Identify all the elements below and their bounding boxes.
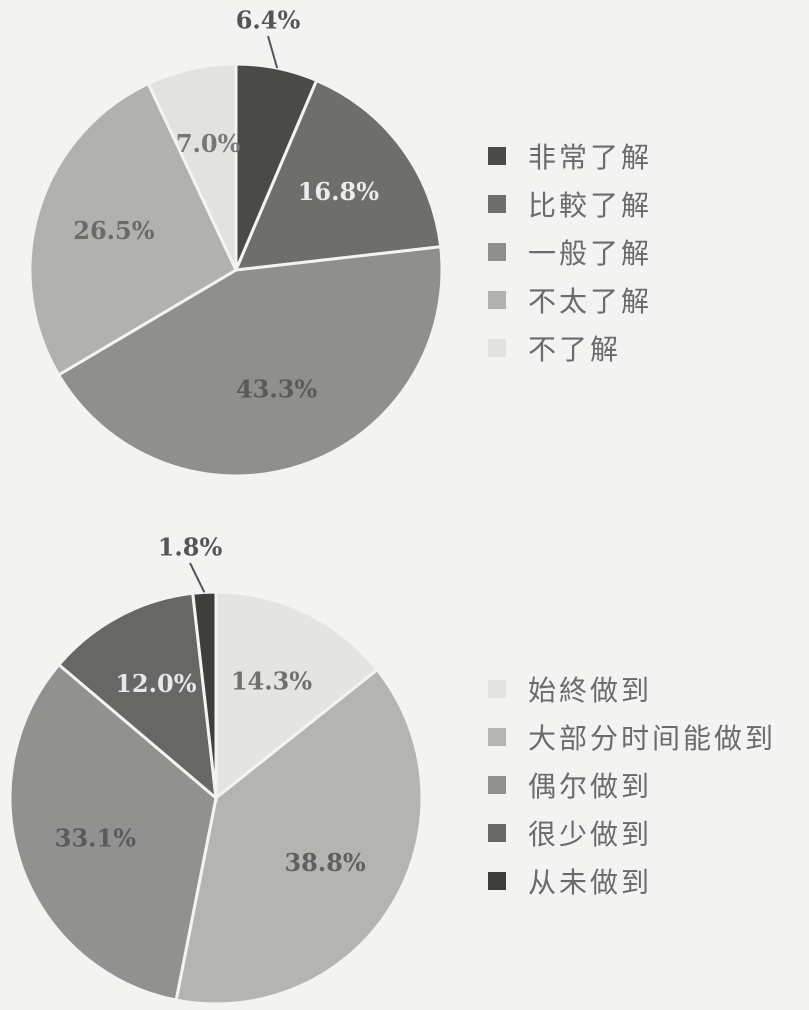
legend-swatch	[488, 291, 506, 309]
legend-label: 很少做到	[528, 818, 653, 851]
legend-swatch	[488, 195, 506, 213]
pie-chart-practice: 14.3% 38.8% 33.1% 12.0% 1.8% 始終做到 大部分时间能做到 偶…	[0, 505, 809, 1010]
slice-value-label: 26.5%	[73, 216, 154, 245]
legend-swatch	[488, 243, 506, 261]
legend-label: 不了解	[528, 333, 622, 366]
legend-label: 不太了解	[528, 285, 653, 318]
legend-item: 比較了解	[488, 180, 652, 228]
slice-value-label: 33.1%	[55, 824, 136, 853]
legend-swatch	[488, 776, 506, 794]
legend-item: 从未做到	[488, 857, 776, 905]
pie-chart-understanding: 6.4% 16.8% 43.3% 26.5% 7.0% 非常了解 比較了解 一般了解 不…	[28, 6, 652, 478]
legend-item: 很少做到	[488, 809, 776, 857]
legend-item: 非常了解	[488, 132, 652, 180]
legend-item: 偶尔做到	[488, 761, 776, 809]
legend-item: 不了解	[488, 324, 652, 372]
pie-slice-5	[146, 62, 238, 271]
slice-value-label: 1.8%	[158, 533, 223, 562]
slice-value-label: 38.8%	[284, 848, 365, 877]
legend-swatch	[488, 680, 506, 698]
legend-label: 大部分时间能做到	[528, 722, 777, 755]
legend-1: 非常了解 比較了解 一般了解 不太了解 不了解	[488, 132, 652, 372]
legend-item: 大部分时间能做到	[488, 713, 776, 761]
legend-item: 不太了解	[488, 276, 652, 324]
legend-swatch	[488, 872, 506, 890]
slice-value-label: 7.0%	[176, 129, 241, 158]
legend-label: 比較了解	[528, 189, 653, 222]
legend-label: 从未做到	[528, 866, 653, 899]
legend-item: 始終做到	[488, 665, 776, 713]
pie-chart-1-svg: 6.4% 16.8% 43.3% 26.5% 7.0%	[28, 6, 444, 478]
pie-slice-5	[191, 590, 218, 799]
pie-slice-2	[233, 78, 443, 272]
pie-slice-4	[56, 591, 218, 802]
slice-value-label: 14.3%	[231, 666, 312, 695]
legend-swatch	[488, 824, 506, 842]
legend-label: 始終做到	[528, 674, 653, 707]
pie-slice-3	[56, 245, 444, 478]
leader-line	[267, 35, 279, 69]
pie-chart-2-svg: 14.3% 38.8% 33.1% 12.0% 1.8%	[8, 533, 424, 1006]
slice-value-label: 6.4%	[236, 6, 301, 35]
leader-line	[189, 562, 206, 593]
legend-swatch	[488, 728, 506, 746]
slice-value-label: 12.0%	[115, 669, 196, 698]
legend-swatch	[488, 339, 506, 357]
legend-label: 一般了解	[528, 237, 653, 270]
legend-2: 始終做到 大部分时间能做到 偶尔做到 很少做到 从未做到	[488, 665, 776, 905]
legend-label: 偶尔做到	[528, 770, 653, 803]
pie-slice-3	[8, 662, 218, 1002]
pie-slice-2	[174, 667, 424, 1006]
legend-label: 非常了解	[528, 141, 653, 174]
pie-slice-1	[214, 590, 380, 802]
pie-slice-4	[28, 81, 238, 377]
legend-item: 一般了解	[488, 228, 652, 276]
slice-value-label: 16.8%	[298, 177, 379, 206]
slice-value-label: 43.3%	[236, 375, 317, 404]
legend-swatch	[488, 147, 506, 165]
